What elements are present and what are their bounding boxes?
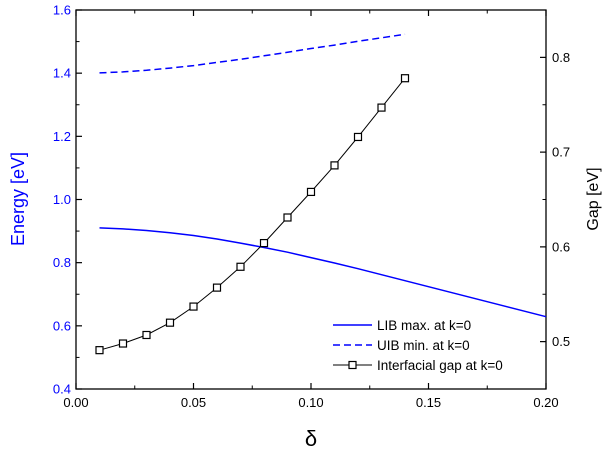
x-tick-label: 0.10 — [298, 395, 323, 410]
y-right-tick-label: 0.5 — [552, 334, 570, 349]
y-left-tick-label: 0.8 — [53, 255, 71, 270]
series-layer — [95, 33, 547, 355]
series-marker — [95, 346, 104, 355]
legend-marker — [348, 360, 357, 370]
series-marker — [165, 318, 175, 327]
series-line-2 — [99, 33, 406, 74]
series-marker — [212, 283, 222, 292]
series-marker — [142, 330, 151, 340]
series-line-1 — [99, 227, 547, 318]
series-marker — [283, 213, 292, 222]
series-line-3 — [99, 77, 406, 351]
series-marker — [306, 187, 316, 197]
x-axis-title: δ — [305, 426, 317, 451]
legend-label-2: UIB min. at k=0 — [377, 338, 470, 353]
series-marker — [330, 161, 339, 170]
y-left-tick-label: 1.4 — [53, 66, 71, 81]
legend-label-1: LIB max. at k=0 — [377, 318, 471, 333]
series-marker — [377, 103, 386, 112]
series-marker — [259, 238, 269, 248]
series-marker — [353, 132, 363, 142]
y-left-tick-label: 1.0 — [53, 192, 71, 207]
y-left-tick-label: 1.6 — [53, 3, 71, 18]
series-marker — [189, 302, 198, 311]
y-left-tick-label: 1.2 — [53, 129, 71, 144]
legend-label-3: Interfacial gap at k=0 — [377, 358, 503, 373]
y-left-tick-label: 0.6 — [53, 318, 71, 333]
series-marker — [118, 339, 128, 348]
x-tick-label: 0.05 — [181, 395, 206, 410]
legend: LIB max. at k=0 UIB min. at k=0 Interfacia… — [333, 318, 503, 373]
x-tick-label: 0.20 — [533, 395, 558, 410]
right-axis-title: Gap [eV] — [585, 167, 602, 230]
left-axis-title: Energy [eV] — [8, 152, 28, 246]
series-marker — [236, 262, 245, 271]
y-left-tick-label: 0.4 — [53, 382, 71, 397]
y-right-tick-label: 0.6 — [552, 239, 570, 254]
y-right-tick-label: 0.8 — [552, 50, 570, 65]
x-tick-label: 0.15 — [416, 395, 441, 410]
ticks: 0.00 0.05 0.10 0.15 0.20 0.4 0.6 0.8 1.0 1.2 1.4 1.… — [53, 3, 570, 411]
x-tick-label: 0.00 — [63, 395, 88, 410]
series-marker — [400, 74, 410, 83]
y-right-tick-label: 0.7 — [552, 145, 570, 160]
